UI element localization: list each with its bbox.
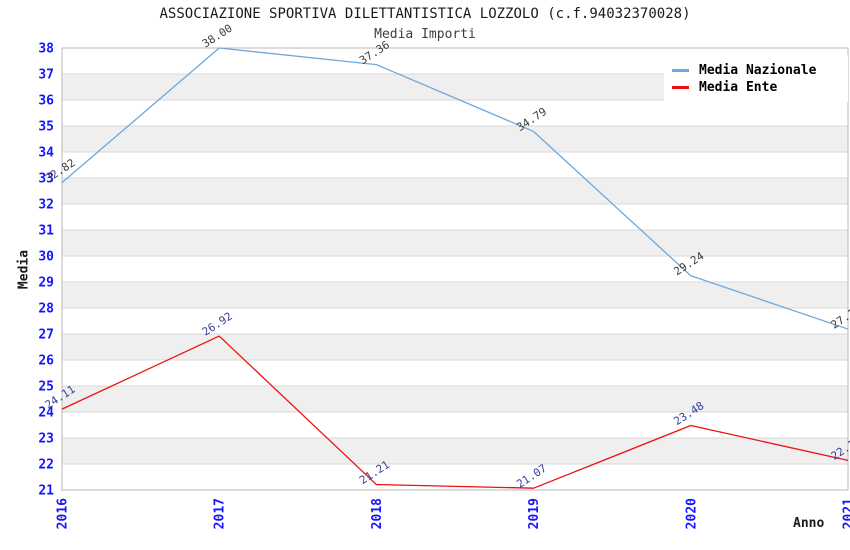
grid-band [62, 230, 848, 256]
grid-band [62, 334, 848, 360]
x-tick-label: 2018 [370, 498, 385, 529]
grid-band [62, 412, 848, 438]
y-tick-label: 29 [38, 276, 54, 291]
grid-band [62, 256, 848, 282]
y-tick-label: 35 [38, 120, 54, 135]
y-tick-label: 34 [38, 146, 54, 161]
grid-band [62, 152, 848, 178]
y-tick-label: 30 [38, 250, 54, 265]
legend-label: Media Nazionale [699, 63, 817, 78]
x-tick-label: 2017 [213, 498, 228, 529]
grid-band [62, 464, 848, 490]
grid-band [62, 282, 848, 308]
legend-marker [672, 86, 689, 89]
legend-marker [672, 69, 689, 72]
y-tick-label: 25 [38, 380, 54, 395]
legend-item: Media Ente [672, 79, 848, 96]
y-tick-label: 31 [38, 224, 54, 239]
legend: Media Nazionale Media Ente [664, 55, 848, 102]
x-tick-label: 2021 [842, 498, 850, 529]
y-tick-label: 24 [38, 406, 54, 421]
legend-label: Media Ente [699, 80, 778, 95]
grid-band [62, 360, 848, 386]
plot-border [61, 47, 849, 491]
y-tick-label: 37 [38, 68, 54, 83]
y-tick-label: 33 [38, 172, 54, 187]
y-tick-label: 27 [38, 328, 54, 343]
legend-item: Media Nazionale [672, 62, 848, 79]
y-tick-label: 22 [38, 458, 54, 473]
grid-band [62, 438, 848, 464]
grid-band [62, 126, 848, 152]
x-tick-label: 2016 [56, 498, 71, 529]
y-tick-label: 32 [38, 198, 54, 213]
y-tick-label: 21 [38, 484, 54, 499]
x-tick-label: 2020 [684, 498, 699, 529]
grid-band [62, 178, 848, 204]
series-line-media-nazionale [61, 47, 849, 330]
chart-title: ASSOCIAZIONE SPORTIVA DILETTANTISTICA LO… [159, 6, 691, 22]
y-tick-label: 38 [38, 42, 54, 57]
grid-band [62, 100, 848, 126]
y-tick-label: 26 [38, 354, 54, 369]
y-tick-label: 23 [38, 432, 54, 447]
chart-subtitle: Media Importi [374, 27, 476, 42]
grid-band [62, 308, 848, 334]
point-label: 38.00 [200, 22, 235, 51]
x-tick-label: 2019 [527, 498, 542, 529]
y-tick-label: 28 [38, 302, 54, 317]
x-axis-title: Anno [793, 516, 825, 531]
grid-band [62, 204, 848, 230]
series-line-media-ente [61, 335, 849, 489]
grid-band [62, 386, 848, 412]
y-tick-label: 36 [38, 94, 54, 109]
